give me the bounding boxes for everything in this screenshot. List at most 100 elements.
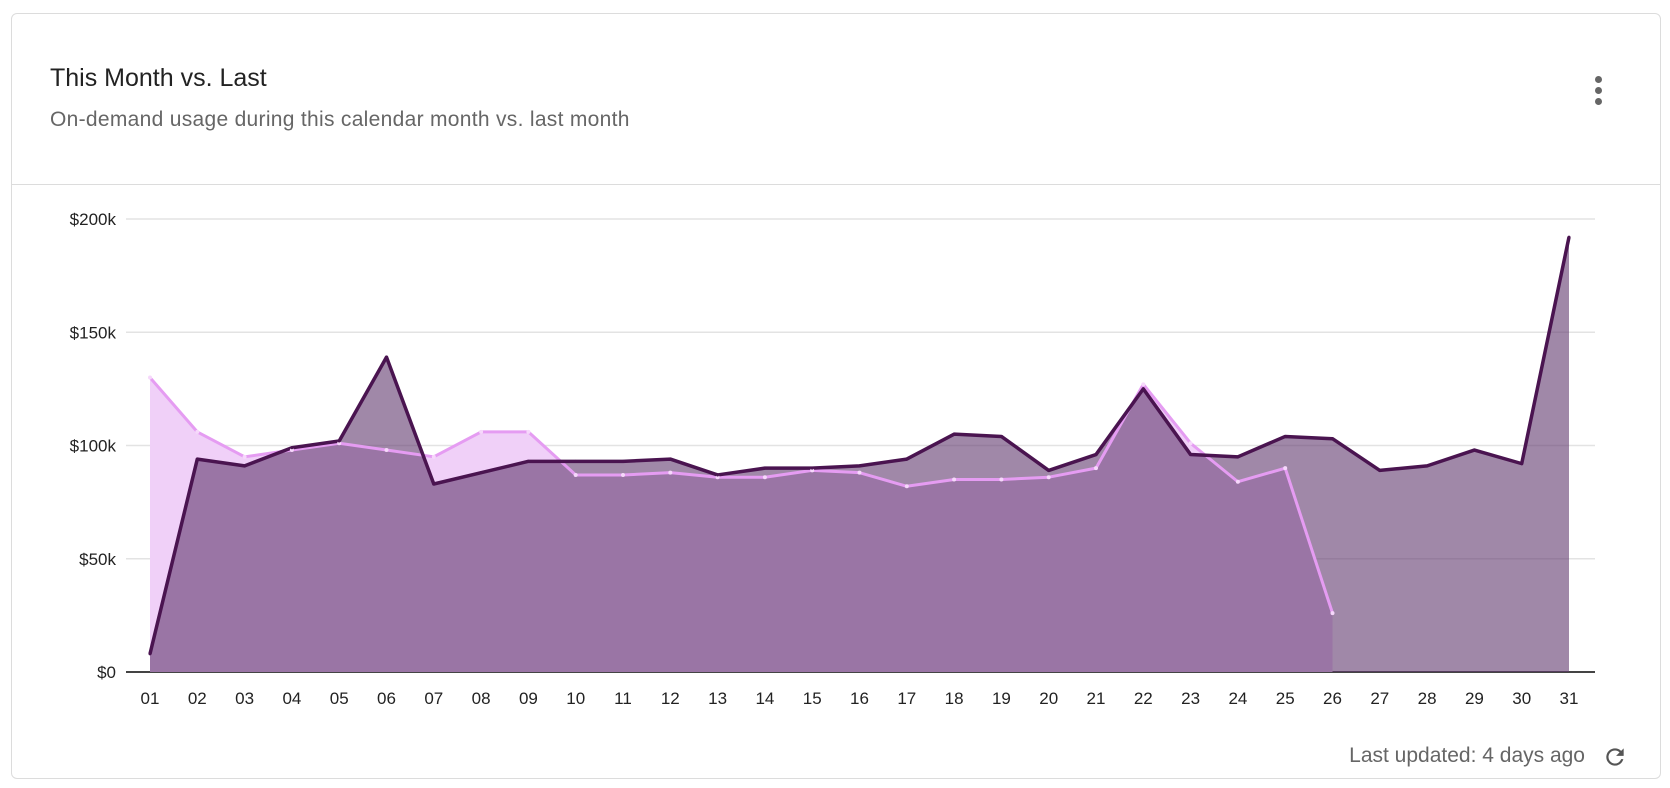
series-2-point: [1567, 235, 1571, 239]
series-2-point: [1425, 464, 1429, 468]
series-1-point: [337, 441, 342, 446]
y-tick-label: $200k: [70, 210, 117, 229]
series-2-point: [1141, 387, 1145, 391]
series-1-point: [1330, 611, 1335, 616]
x-tick-label: 26: [1323, 689, 1342, 708]
series-1-point: [715, 475, 720, 480]
x-tick-label: 08: [472, 689, 491, 708]
x-tick-label: 27: [1370, 689, 1389, 708]
series-2-point: [716, 473, 720, 477]
series-1-point: [1283, 466, 1288, 471]
kebab-vertical-icon[interactable]: [1589, 76, 1607, 112]
y-tick-label: $0: [97, 663, 116, 682]
series-1-point: [431, 454, 436, 459]
x-tick-label: 16: [850, 689, 869, 708]
x-tick-label: 31: [1560, 689, 1579, 708]
card-subtitle: On-demand usage during this calendar mon…: [50, 108, 630, 131]
refresh-icon[interactable]: [1602, 744, 1628, 770]
series-2-point: [243, 464, 247, 468]
series-2-point: [1047, 468, 1051, 472]
x-tick-label: 29: [1465, 689, 1484, 708]
series-1-point: [810, 468, 815, 473]
series-1-point: [952, 477, 957, 482]
series-1-point: [1141, 382, 1146, 387]
x-tick-label: 03: [235, 689, 254, 708]
series-1-point: [526, 429, 531, 434]
x-tick-label: 09: [519, 689, 538, 708]
series-2-point: [952, 432, 956, 436]
x-tick-label: 24: [1228, 689, 1247, 708]
series-1-point: [1046, 475, 1051, 480]
series-2-point: [1283, 434, 1287, 438]
x-tick-label: 07: [424, 689, 443, 708]
series-1-point: [384, 448, 389, 453]
x-tick-label: 14: [755, 689, 774, 708]
series-1-point: [668, 470, 673, 475]
series-1-point: [904, 484, 909, 489]
x-tick-label: 17: [897, 689, 916, 708]
series-1-point: [857, 470, 862, 475]
series-2-point: [1189, 453, 1193, 457]
series-2-point: [810, 466, 814, 470]
series-1-point: [999, 477, 1004, 482]
series-2-point: [858, 464, 861, 468]
series-1-point: [479, 429, 484, 434]
x-tick-label: 21: [1087, 689, 1106, 708]
series-1-point: [762, 475, 767, 480]
series-2-point: [1236, 455, 1240, 459]
chart-card: [11, 13, 1661, 779]
x-tick-label: 02: [188, 689, 207, 708]
x-tick-label: 01: [141, 689, 160, 708]
series-2-point: [763, 466, 767, 470]
x-tick-label: 15: [803, 689, 822, 708]
x-tick-label: 11: [614, 689, 632, 708]
series-1-point: [1094, 466, 1098, 471]
series-2-point: [1378, 468, 1382, 472]
y-tick-label: $50k: [79, 550, 116, 569]
x-tick-label: 19: [992, 689, 1011, 708]
x-tick-label: 10: [566, 689, 585, 708]
y-tick-label: $150k: [70, 323, 117, 342]
x-tick-label: 13: [708, 689, 727, 708]
series-2-area: [150, 237, 1569, 672]
x-tick-label: 18: [945, 689, 964, 708]
card-title: This Month vs. Last: [50, 64, 267, 92]
series-1-point: [1235, 479, 1240, 484]
header-divider: [12, 184, 1660, 185]
series-2-point: [526, 459, 530, 463]
series-2-point: [574, 459, 578, 463]
series-2-point: [337, 439, 341, 443]
series-2-point: [385, 355, 388, 359]
series-2-point: [999, 434, 1003, 438]
series-2-point: [1472, 448, 1476, 452]
series-2-point: [479, 471, 483, 475]
series-1-point: [289, 448, 294, 453]
series-2-point: [905, 457, 909, 461]
series-2-point: [432, 482, 436, 486]
series-1-point: [621, 472, 625, 477]
series-1-point: [148, 375, 152, 380]
x-tick-label: 22: [1134, 689, 1153, 708]
last-updated-text: Last updated: 4 days ago: [1349, 744, 1585, 767]
series-1-point: [1188, 441, 1193, 446]
x-tick-label: 06: [377, 689, 396, 708]
series-2-point: [195, 457, 199, 461]
x-tick-label: 05: [330, 689, 349, 708]
x-tick-label: 12: [661, 689, 680, 708]
x-tick-label: 23: [1181, 689, 1200, 708]
series-2-point: [621, 459, 625, 463]
x-tick-label: 30: [1512, 689, 1531, 708]
series-2-point: [1094, 453, 1098, 457]
series-2-point: [1520, 462, 1524, 466]
series-2-point: [668, 457, 672, 461]
series-1-point: [195, 429, 200, 434]
series-1-point: [573, 472, 578, 477]
series-2-point: [1331, 437, 1334, 441]
x-tick-label: 28: [1418, 689, 1437, 708]
x-tick-label: 20: [1039, 689, 1058, 708]
series-1-point: [242, 454, 247, 459]
x-tick-label: 25: [1276, 689, 1295, 708]
x-tick-label: 04: [282, 689, 301, 708]
y-tick-label: $100k: [70, 437, 117, 456]
